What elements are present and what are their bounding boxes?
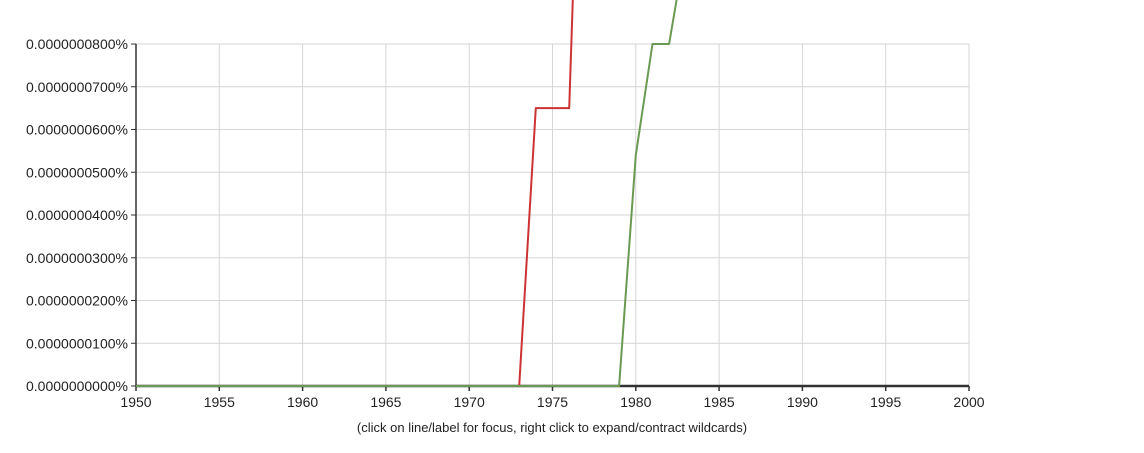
- x-tick-label: 1950: [120, 394, 151, 410]
- y-tick-label: 0.0000000800%: [26, 36, 128, 52]
- y-tick-label: 0.0000000500%: [26, 164, 128, 180]
- x-tick-label: 1980: [620, 394, 651, 410]
- x-tick-label: 1965: [370, 394, 401, 410]
- x-tick-label: 1985: [704, 394, 735, 410]
- axes: 0.0000000000% 0.0000000100% 0.0000000200% 0…: [26, 36, 985, 410]
- series-line-counter-enlightenment[interactable]: [136, 0, 969, 387]
- chart-note: (click on line/label for focus, right cl…: [357, 420, 747, 435]
- x-tick-label: 1955: [204, 394, 235, 410]
- y-tick-label: 0.0000000200%: [26, 293, 128, 309]
- x-tick-label: 2000: [953, 394, 984, 410]
- x-tick-label: 1975: [537, 394, 568, 410]
- gridlines: [136, 43, 970, 386]
- y-tick-label: 0.0000000600%: [26, 122, 128, 138]
- y-tick-label: 0.0000000400%: [26, 207, 128, 223]
- x-tick-label: 1995: [870, 394, 901, 410]
- y-tick-label: 0.0000000000%: [26, 378, 128, 394]
- y-tick-label: 0.0000000300%: [26, 250, 128, 266]
- y-tick-label: 0.0000000700%: [26, 79, 128, 95]
- series[interactable]: Counter Enlightenmentcounter Enlightenme…: [136, 0, 1116, 387]
- x-tick-label: 1960: [287, 394, 318, 410]
- x-tick-label: 1990: [787, 394, 818, 410]
- y-tick-label: 0.0000000100%: [26, 335, 128, 351]
- x-tick-label: 1970: [454, 394, 485, 410]
